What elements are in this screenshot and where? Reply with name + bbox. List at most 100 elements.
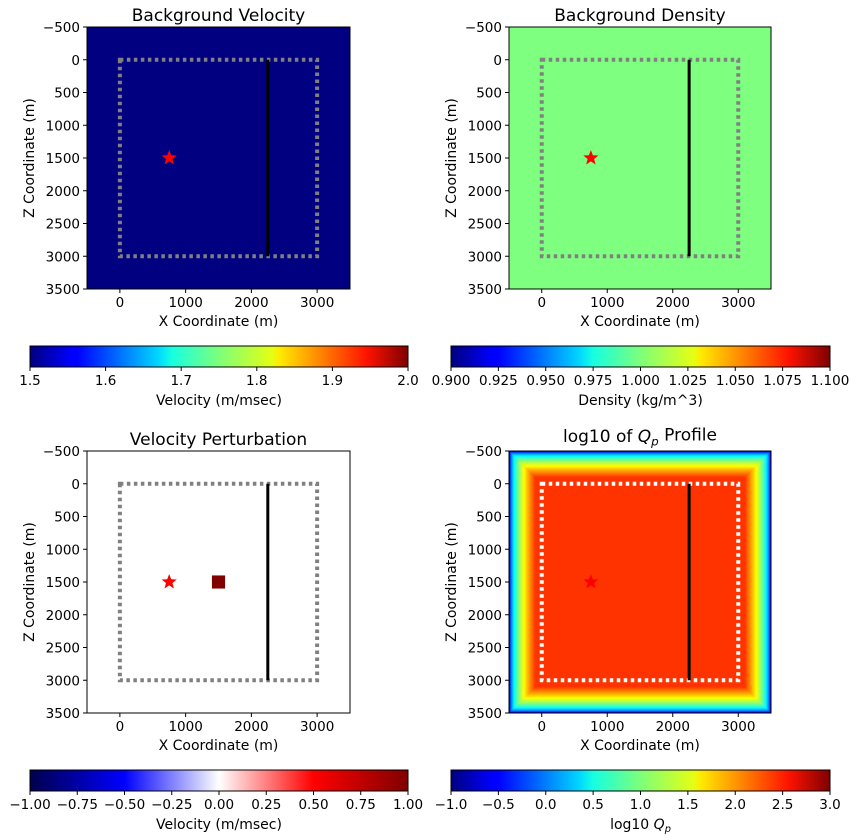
source-star-marker xyxy=(583,150,599,165)
colorbar-tick-label: −0.75 xyxy=(57,797,98,813)
y-tick-label: 500 xyxy=(476,510,502,526)
x-tick-label: 2000 xyxy=(656,295,690,311)
y-tick-label: 0 xyxy=(71,477,80,493)
colorbar-tick-label: 2.0 xyxy=(725,797,746,813)
source-star-marker xyxy=(161,150,177,165)
colorbar-tick-label: −0.50 xyxy=(104,797,145,813)
subplot-log10-qp-profile: log10 of Qp Profile 0 1000 2000 3000 −500 0 50… xyxy=(435,425,841,834)
chart-title: log10 of Qp Profile xyxy=(563,425,717,448)
x-tick-label: 3000 xyxy=(721,719,755,735)
colorbar: 1.5 1.6 1.7 1.8 1.9 2.0 xyxy=(19,345,419,389)
source-star-marker xyxy=(161,574,177,589)
field-image xyxy=(87,27,350,289)
colorbar-tick-label: 0.25 xyxy=(251,797,281,813)
colorbar-tick-label: 0.5 xyxy=(582,797,603,813)
colorbar-tick-label: 0.75 xyxy=(346,797,376,813)
colorbar: −1.00 −0.75 −0.50 −0.25 0.00 0.25 0.50 0.75 1.00 xyxy=(9,769,423,813)
y-tick-label: 2500 xyxy=(46,217,80,233)
y-tick-label: 1000 xyxy=(468,542,502,558)
y-tick-label: 500 xyxy=(54,510,80,526)
axes: 0 1000 2000 3000 −500 0 500 1000 1500 2000 2500 300… xyxy=(465,444,772,735)
colorbar-tick-label: 1.9 xyxy=(322,373,343,389)
y-tick-label: 2500 xyxy=(46,641,80,657)
x-tick-label: 0 xyxy=(537,719,546,735)
perturbation-square xyxy=(211,575,226,589)
axes: 0 1000 2000 3000 −500 0 500 1000 1500 2000 2500 300… xyxy=(43,20,351,311)
colorbar-label: log10 Qp xyxy=(610,817,671,835)
colorbar-gradient xyxy=(30,770,408,791)
field-image xyxy=(509,451,771,713)
colorbar-tick-label: 1.100 xyxy=(811,373,850,389)
x-tick-label: 3000 xyxy=(300,295,334,311)
colorbar-label: Velocity (m/msec) xyxy=(156,817,282,833)
subplot-background-density: Background Density 0 1000 2000 3000 −500 0 500… xyxy=(432,6,850,409)
subplot-velocity-perturbation: Velocity Perturbation 0 1000 2000 3000−5000… xyxy=(9,430,423,833)
y-tick-label: 3500 xyxy=(46,706,80,722)
y-tick-label: −500 xyxy=(43,444,80,460)
dotted-box xyxy=(117,481,320,683)
y-tick-label: 3000 xyxy=(46,673,80,689)
y-tick-label: 3500 xyxy=(468,706,502,722)
plot-area xyxy=(509,27,771,289)
colorbar-gradient xyxy=(30,346,408,367)
x-tick-label: 0 xyxy=(116,295,125,311)
plot-area xyxy=(509,451,771,713)
x-tick-label: 2000 xyxy=(234,295,268,311)
y-tick-label: −500 xyxy=(43,20,80,36)
field-image xyxy=(509,27,771,289)
colorbar-tick-label: 0.975 xyxy=(574,373,613,389)
x-tick-label: 2000 xyxy=(234,719,268,735)
chart-title: Background Density xyxy=(554,6,725,26)
y-tick-label: 2000 xyxy=(468,608,502,624)
x-tick-label: 3000 xyxy=(721,295,755,311)
source-star-marker xyxy=(583,574,599,589)
x-tick-label: 1000 xyxy=(168,295,202,311)
chart-title: Velocity Perturbation xyxy=(130,430,307,450)
colorbar-tick-label: −0.25 xyxy=(151,797,192,813)
colorbar-tick-label: 1.8 xyxy=(246,373,267,389)
colorbar-label: Velocity (m/msec) xyxy=(156,393,282,409)
x-axis-label: X Coordinate (m) xyxy=(580,738,700,754)
y-tick-label: −500 xyxy=(465,20,502,36)
colorbar-gradient xyxy=(451,346,830,367)
chart-title: Background Velocity xyxy=(132,6,306,26)
y-tick-label: 1000 xyxy=(46,118,80,134)
colorbar-tick-label: 1.000 xyxy=(621,373,660,389)
y-tick-label: 3000 xyxy=(468,249,502,265)
colorbar-tick-label: 1.6 xyxy=(95,373,116,389)
colorbar-tick-label: −1.0 xyxy=(435,797,468,813)
y-tick-label: 0 xyxy=(71,53,80,69)
y-tick-label: 500 xyxy=(54,86,80,102)
y-tick-label: 3000 xyxy=(46,249,80,265)
colorbar-tick-label: 0.925 xyxy=(479,373,518,389)
y-tick-label: 1500 xyxy=(46,151,80,167)
colorbar-tick-label: 1.075 xyxy=(763,373,802,389)
y-tick-label: 1500 xyxy=(468,575,502,591)
x-axis-label: X Coordinate (m) xyxy=(159,738,279,754)
plot-area xyxy=(87,451,350,713)
axes: 0 1000 2000 3000 −500 0 500 1000 1500 2000 2500 300… xyxy=(43,444,351,735)
colorbar-tick-label: 0.50 xyxy=(298,797,328,813)
x-tick-label: 1000 xyxy=(590,295,624,311)
y-tick-label: 500 xyxy=(476,86,502,102)
x-tick-label: 0 xyxy=(537,295,546,311)
colorbar-tick-label: 1.025 xyxy=(669,373,708,389)
colorbar-tick-label: 3.0 xyxy=(819,797,840,813)
colorbar-tick-label: 2.0 xyxy=(397,373,418,389)
y-tick-label: 0 xyxy=(493,477,502,493)
x-axis-label: X Coordinate (m) xyxy=(580,314,700,330)
colorbar-tick-label: 1.050 xyxy=(716,373,755,389)
colorbar-tick-label: 1.5 xyxy=(677,797,698,813)
y-axis-label: Z Coordinate (m) xyxy=(444,522,460,642)
colorbar-tick-label: 1.5 xyxy=(19,373,40,389)
y-tick-label: 3500 xyxy=(468,282,502,298)
y-tick-label: 1500 xyxy=(468,151,502,167)
colorbar-tick-label: 0.950 xyxy=(526,373,565,389)
x-tick-label: 2000 xyxy=(656,719,690,735)
colorbar-tick-label: 1.0 xyxy=(630,797,651,813)
colorbar: −1.0 −0.5 0.0 0.5 1.0 1.5 2.0 2.5 3.0 xyxy=(435,769,841,813)
x-tick-label: 3000 xyxy=(300,719,334,735)
y-tick-label: 3500 xyxy=(46,282,80,298)
colorbar-tick-label: 0.00 xyxy=(204,797,234,813)
dotted-box xyxy=(117,57,320,259)
